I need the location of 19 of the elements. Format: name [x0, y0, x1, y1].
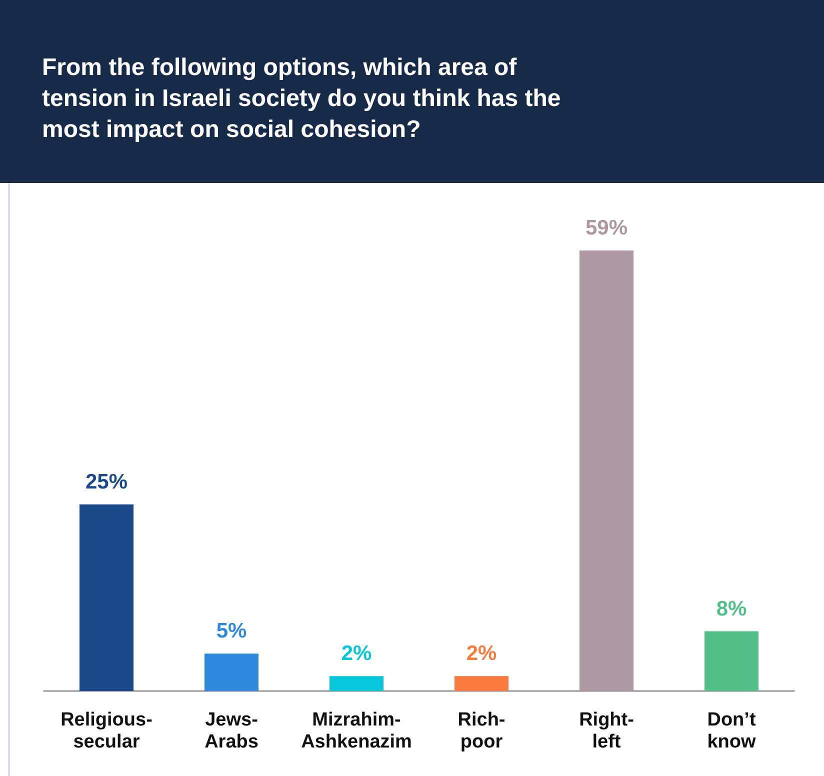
- bar: [80, 504, 134, 691]
- data-label: 2%: [341, 642, 372, 666]
- data-label: 25%: [85, 470, 128, 494]
- bar: [330, 676, 384, 691]
- x-tick-label: Mizrahim-Ashkenazim: [301, 710, 412, 752]
- x-tick-label: Don’t know: [707, 710, 756, 752]
- x-tick-label: Right-left: [579, 710, 634, 752]
- bar: [204, 654, 258, 691]
- x-tick-label: Religious-secular: [60, 710, 152, 752]
- bar: [580, 250, 634, 691]
- bar: [704, 631, 758, 691]
- data-label: 59%: [585, 216, 628, 240]
- x-tick-label: Rich-poor: [458, 710, 506, 752]
- data-label: 2%: [466, 642, 497, 666]
- data-label: 5%: [216, 620, 247, 643]
- data-label: 8%: [716, 597, 747, 620]
- chart-title: From the following options, which area of tension in Israeli society do you think has the most impact on social cohesion?: [42, 53, 562, 145]
- x-tick-label: Jews-Arabs: [204, 710, 258, 752]
- bar: [454, 676, 508, 691]
